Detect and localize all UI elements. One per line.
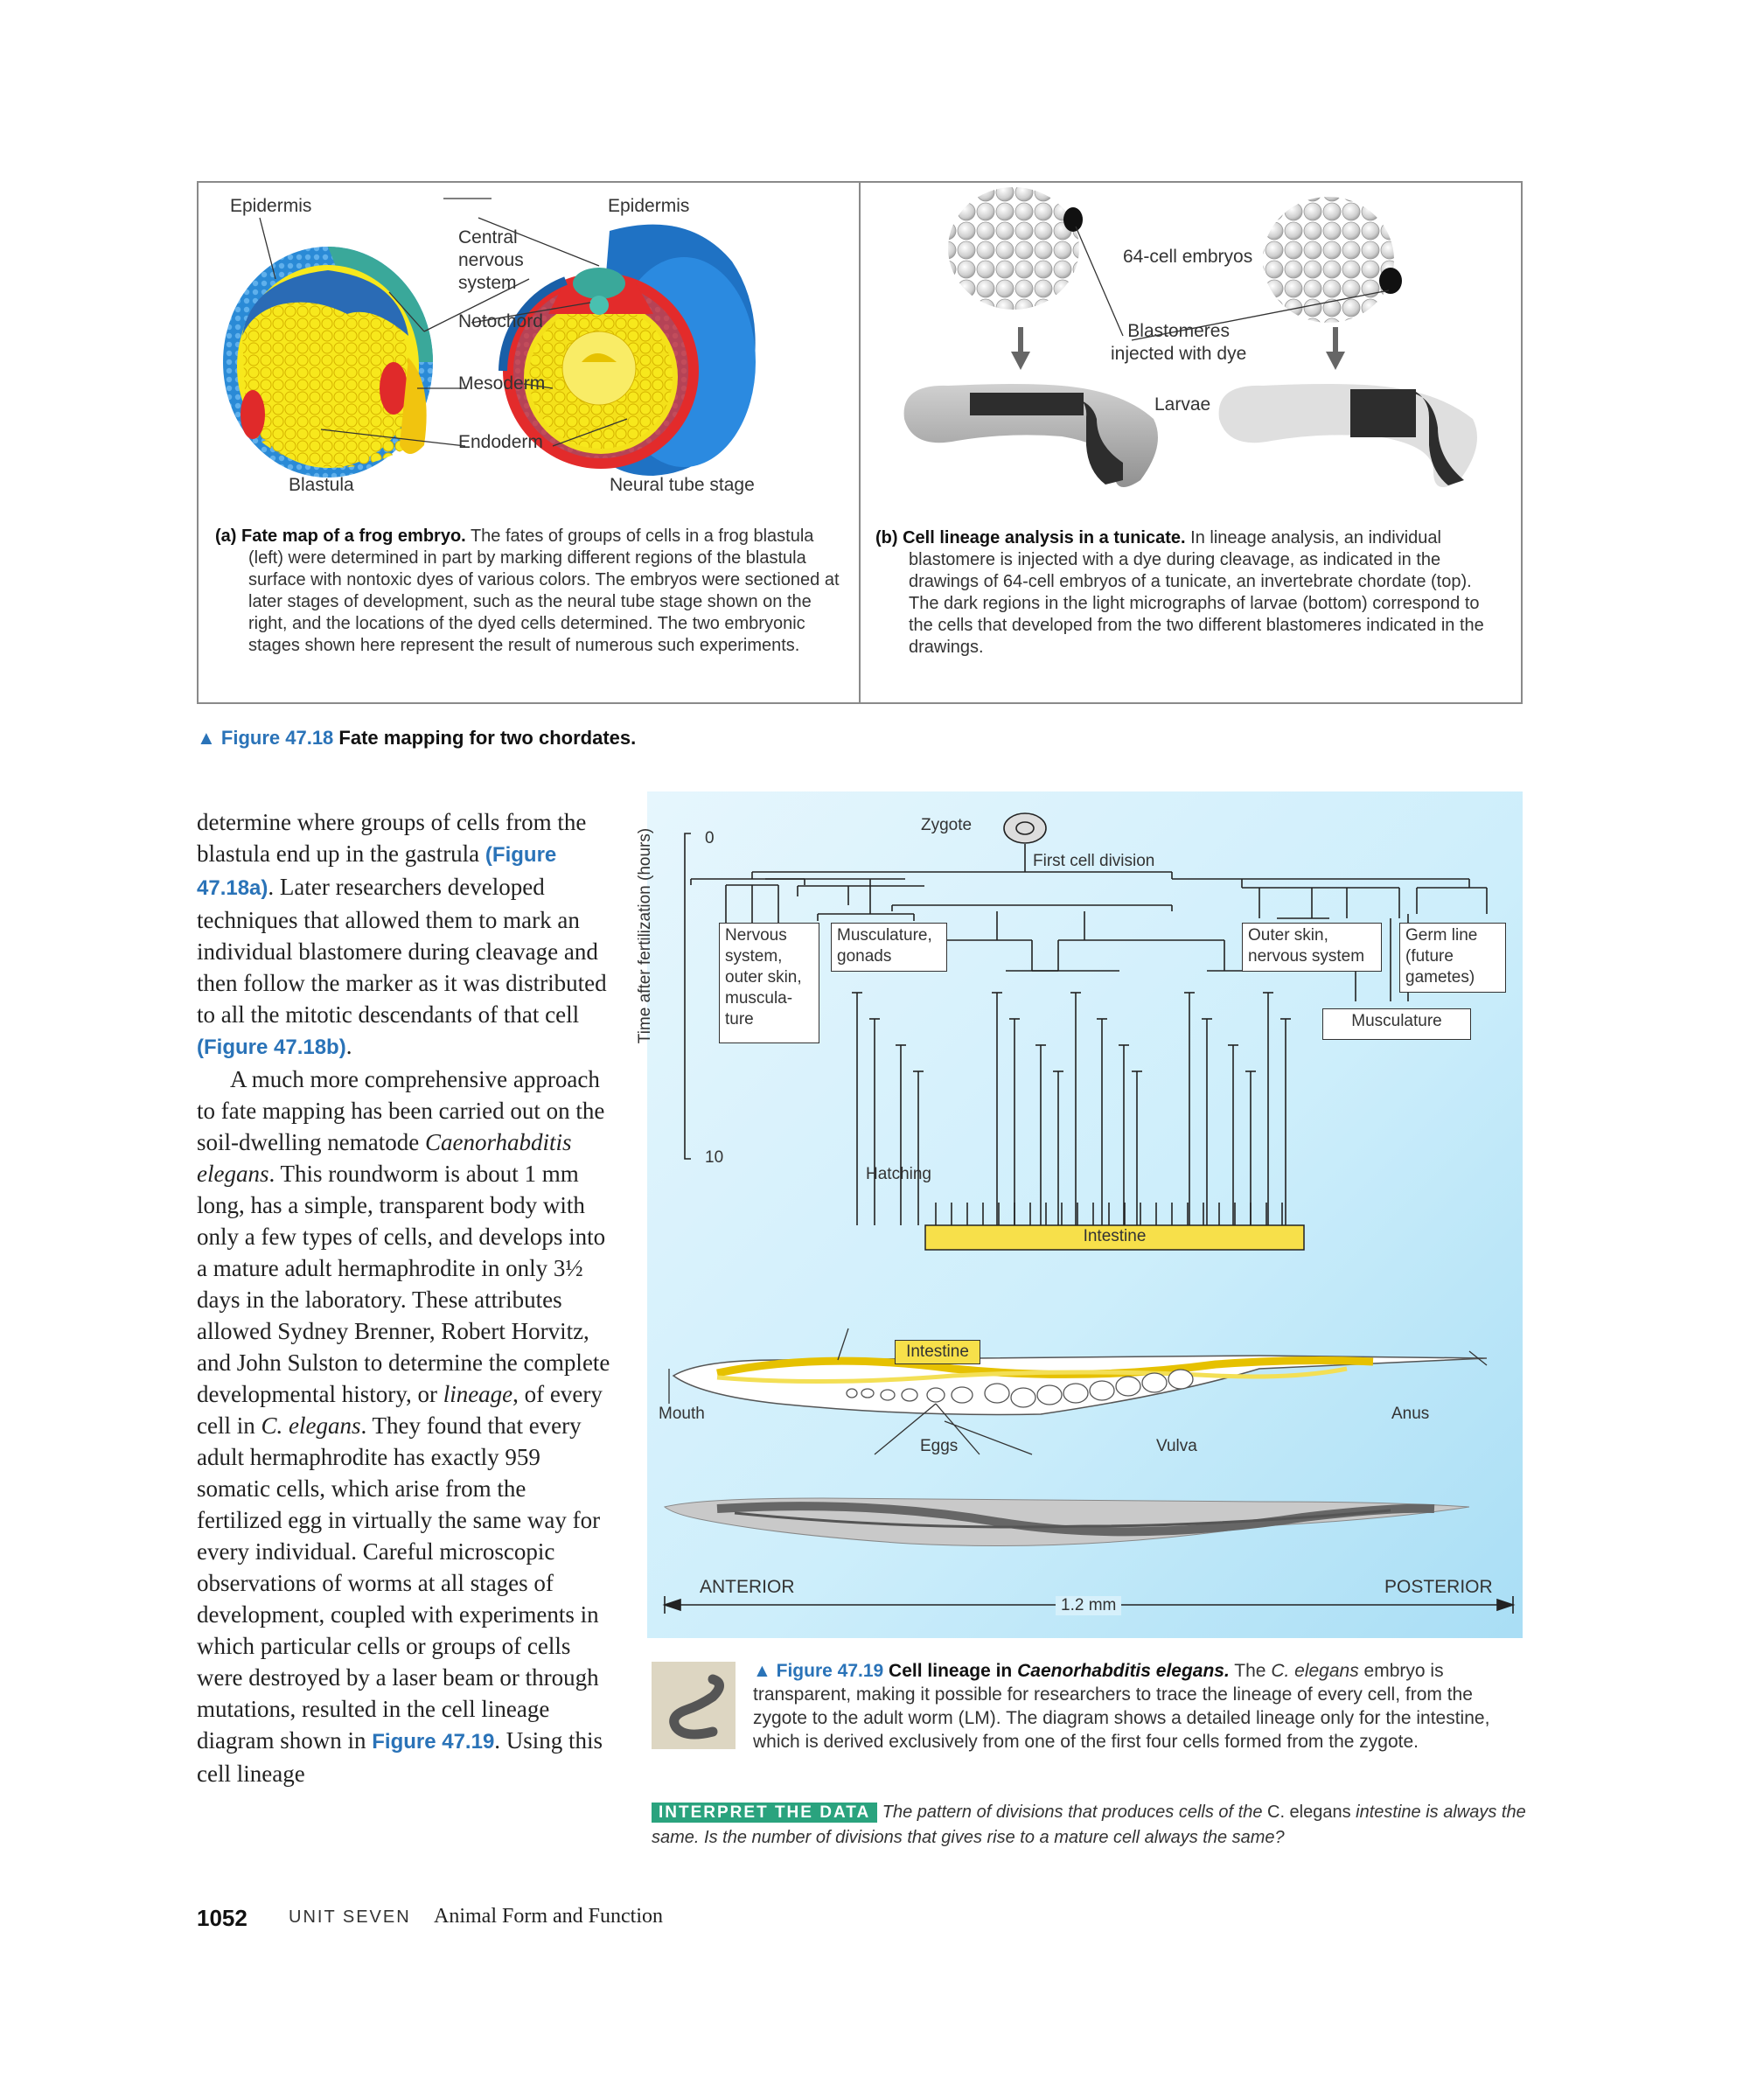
text-run: . They found that every adult hermaphrod… bbox=[197, 1412, 601, 1754]
frog-embryo-illustration bbox=[223, 198, 756, 478]
text-run: The bbox=[1229, 1661, 1272, 1681]
box-outer-skin: Outer skin, nervous system bbox=[1242, 923, 1382, 972]
label-larvae: Larvae bbox=[1154, 394, 1211, 415]
species-name: Caenorhabditis elegans bbox=[197, 1129, 572, 1187]
label-endoderm: Endoderm bbox=[458, 432, 543, 452]
panel-b-title: Cell lineage analysis in a tunicate. bbox=[903, 528, 1186, 547]
worm-icon bbox=[652, 1662, 736, 1749]
figure-47-18-caption: ▲ Figure 47.18 Fate mapping for two chor… bbox=[197, 727, 636, 750]
unit-title: Animal Form and Function bbox=[434, 1905, 663, 1928]
intestine-tag: Intestine bbox=[895, 1340, 980, 1364]
label-posterior: POSTERIOR bbox=[1384, 1577, 1493, 1597]
cell-lineage-tree bbox=[662, 812, 1516, 1614]
worm-micrograph bbox=[663, 1497, 1470, 1546]
larva-right bbox=[1218, 384, 1477, 487]
label-eggs: Eggs bbox=[920, 1437, 959, 1455]
panel-a-prefix: (a) bbox=[215, 526, 237, 546]
label-notochord: Notochord bbox=[458, 311, 543, 331]
ref-figure-47-18b[interactable]: (Figure 47.18b) bbox=[197, 1036, 346, 1059]
scale-bar-label: 1.2 mm bbox=[1056, 1596, 1122, 1615]
label-blastomeres-injected: Blastomeres injected with dye bbox=[1111, 321, 1247, 364]
caption-title: Cell lineage in bbox=[889, 1661, 1018, 1681]
species-name: C. elegans bbox=[261, 1412, 361, 1439]
caption-marker: ▲ bbox=[753, 1661, 771, 1681]
text-run: . This roundworm is about 1 mm long, has… bbox=[197, 1161, 610, 1407]
label-blastula: Blastula bbox=[289, 475, 354, 495]
label-zygote: Zygote bbox=[921, 816, 973, 834]
text-run: . Later researchers developed techniques… bbox=[197, 874, 607, 1028]
box-germ-line: Germ line (future gametes) bbox=[1399, 923, 1506, 993]
larva-left bbox=[903, 384, 1158, 487]
unit-label: UNIT SEVEN bbox=[289, 1907, 411, 1927]
label-hatching: Hatching bbox=[866, 1165, 931, 1183]
panel-a-caption: (a) Fate map of a frog embryo. The fates… bbox=[215, 526, 845, 657]
text-run: determine where groups of cells from the… bbox=[197, 809, 587, 867]
label-anus: Anus bbox=[1391, 1405, 1430, 1423]
text-run: . Using this cell lineage bbox=[197, 1727, 603, 1787]
panel-a-title: Fate map of a frog embryo. bbox=[241, 526, 466, 546]
caption-species: Caenorhabditis elegans. bbox=[1017, 1661, 1230, 1681]
label-vulva: Vulva bbox=[1156, 1437, 1197, 1455]
caption-species-2: C. elegans bbox=[1271, 1661, 1359, 1681]
box-musculature: Musculature bbox=[1322, 1008, 1471, 1040]
panel-divider bbox=[859, 183, 861, 702]
label-mesoderm: Mesoderm bbox=[458, 373, 546, 394]
figure-47-19-caption: ▲ Figure 47.19 Cell lineage in Caenorhab… bbox=[753, 1659, 1523, 1754]
figure-number: Figure 47.19 bbox=[776, 1661, 884, 1681]
axis-label-time: Time after fertilization (hours) bbox=[636, 827, 654, 1044]
figure-title: Fate mapping for two chordates. bbox=[338, 727, 637, 749]
panel-b-caption: (b) Cell lineage analysis in a tunicate.… bbox=[875, 527, 1505, 659]
body-text: determine where groups of cells from the… bbox=[197, 806, 617, 1789]
embryo-left bbox=[948, 187, 1083, 310]
label-central-nervous-system: Central nervous system bbox=[458, 227, 524, 293]
panel-b-prefix: (b) bbox=[875, 528, 898, 547]
panel-b-body: In lineage analysis, an individual blast… bbox=[909, 528, 1484, 657]
text-run: The pattern of divisions that produces c… bbox=[882, 1803, 1267, 1822]
intestine-bar-label: Intestine bbox=[1083, 1227, 1147, 1245]
figure-47-18-frame bbox=[197, 181, 1523, 704]
tunicate-illustration bbox=[903, 187, 1477, 487]
caption-marker: ▲ bbox=[197, 727, 216, 749]
interpret-tag: INTERPRET THE DATA bbox=[652, 1803, 878, 1823]
label-64-cell-embryos: 64-cell embryos bbox=[1123, 247, 1253, 267]
label-epidermis-left: Epidermis bbox=[230, 196, 312, 216]
panel-a-body: The fates of groups of cells in a frog b… bbox=[248, 526, 840, 655]
term-lineage: lineage bbox=[443, 1381, 513, 1407]
blastula-drawing bbox=[223, 247, 433, 478]
label-mouth: Mouth bbox=[659, 1405, 705, 1423]
label-first-cell-division: First cell division bbox=[1033, 852, 1155, 870]
box-nervous-system: Nervous system, outer skin, muscula- tur… bbox=[719, 923, 819, 1043]
label-neural-tube-stage: Neural tube stage bbox=[610, 475, 755, 495]
text-run: intestine is always the same. Is the num… bbox=[652, 1803, 1526, 1847]
text-run: , of every cell in bbox=[197, 1381, 603, 1439]
paragraph-2: A much more comprehensive approach to fa… bbox=[197, 1063, 617, 1789]
figure-number: Figure 47.18 bbox=[220, 727, 334, 749]
worm-drawing bbox=[672, 1355, 1488, 1416]
paragraph-1: determine where groups of cells from the… bbox=[197, 806, 617, 1063]
embryo-right bbox=[1263, 197, 1402, 323]
text-run: . bbox=[345, 1033, 352, 1059]
interpret-the-data: INTERPRET THE DATA The pattern of divisi… bbox=[652, 1800, 1526, 1851]
box-musculature-gonads: Musculature, gonads bbox=[831, 923, 947, 972]
interpret-species: C. elegans bbox=[1267, 1803, 1351, 1822]
tick-10: 10 bbox=[705, 1148, 724, 1167]
page-number: 1052 bbox=[197, 1905, 248, 1931]
text-run: embryo is transparent, making it possibl… bbox=[753, 1661, 1490, 1752]
neural-tube-drawing bbox=[499, 224, 756, 476]
label-epidermis-right: Epidermis bbox=[608, 196, 690, 216]
label-anterior: ANTERIOR bbox=[700, 1577, 795, 1597]
ref-figure-47-18a[interactable]: (Figure 47.18a) bbox=[197, 843, 557, 900]
text-run: A much more comprehensive approach to fa… bbox=[197, 1066, 605, 1155]
tick-0: 0 bbox=[705, 829, 715, 847]
ref-figure-47-19[interactable]: Figure 47.19 bbox=[372, 1730, 495, 1754]
